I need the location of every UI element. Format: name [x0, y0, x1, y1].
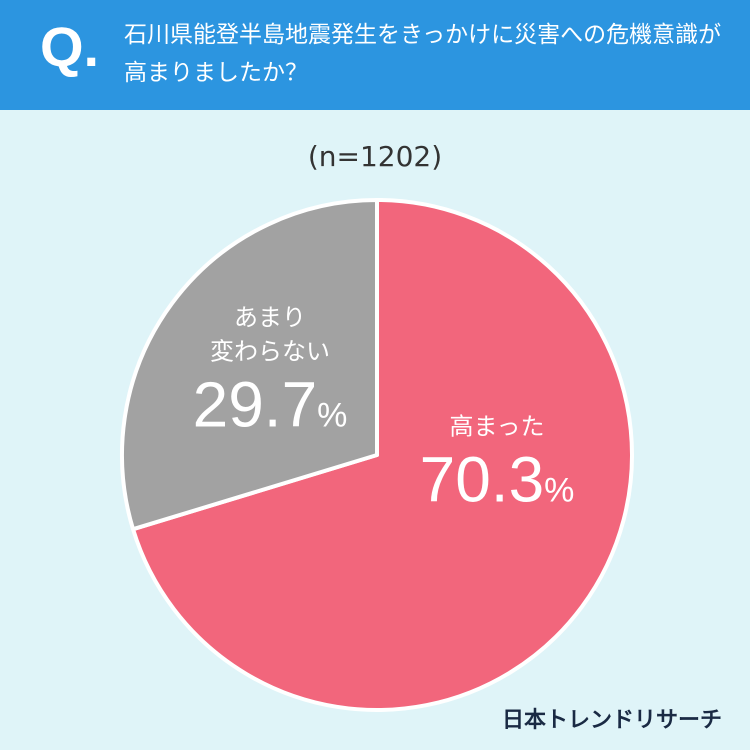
- value-label: 29.7%: [192, 368, 348, 441]
- category-label: あまり 変わらない: [209, 303, 330, 366]
- category-label: 高まった: [449, 412, 545, 441]
- slice-label: 高まった 70.3%: [420, 410, 575, 527]
- question-marker: Q.: [40, 15, 100, 78]
- pie-slice: [131, 198, 634, 712]
- header: Q. 石川県能登半島地震発生をきっかけに災害への危機意識が高まりましたか？: [0, 0, 750, 110]
- value-label: 70.3%: [419, 443, 575, 516]
- subtitle: (n=1202): [307, 140, 443, 173]
- chart-title: 石川県能登半島地震発生をきっかけに災害への危機意識が高まりましたか？: [124, 22, 722, 86]
- brand: 日本トレンドリサーチ: [501, 708, 722, 733]
- slice-label: あまり 変わらない 29.7%: [193, 301, 348, 452]
- pie-slice: [120, 198, 379, 532]
